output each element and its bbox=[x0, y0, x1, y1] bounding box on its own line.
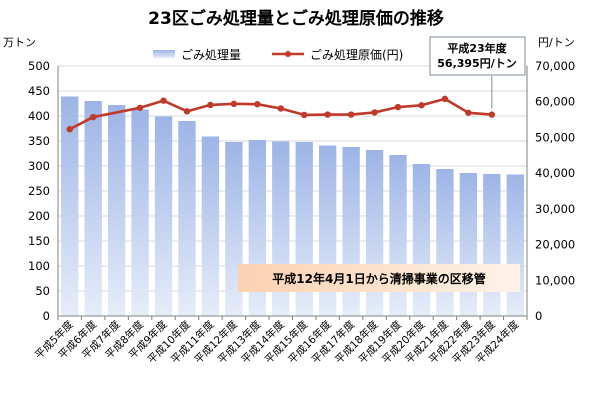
chart-title: 23区ごみ処理量とごみ処理原価の推移 bbox=[148, 8, 444, 29]
cost-point bbox=[371, 109, 378, 116]
bar bbox=[201, 136, 220, 316]
cost-point bbox=[89, 113, 97, 121]
left-tick-label: 450 bbox=[28, 84, 50, 98]
legend-swatch-cost-marker bbox=[285, 51, 291, 57]
cost-line bbox=[69, 97, 492, 131]
right-tick-label: 70,000 bbox=[535, 59, 575, 73]
cost-point bbox=[441, 95, 449, 103]
cost-point bbox=[230, 100, 238, 108]
bar bbox=[61, 96, 79, 316]
left-tick-label: 100 bbox=[28, 259, 50, 273]
cost-point bbox=[488, 111, 496, 118]
legend-swatch-waste-volume bbox=[153, 50, 175, 58]
bar bbox=[107, 105, 126, 316]
cost-point bbox=[66, 126, 73, 133]
right-tick-label: 50,000 bbox=[535, 130, 575, 144]
callout: 平成23年度 56,395円/トン bbox=[429, 36, 526, 109]
legend-label-cost: ごみ処理原価(円) bbox=[310, 47, 403, 62]
bar bbox=[84, 101, 102, 316]
left-tick-label: 300 bbox=[28, 159, 50, 173]
bar bbox=[178, 121, 196, 316]
left-axis-unit: 万トン bbox=[3, 36, 36, 49]
cost-point bbox=[136, 104, 144, 111]
right-tick-label: 20,000 bbox=[535, 238, 575, 252]
callout-line2: 56,395円/トン bbox=[437, 57, 516, 70]
bar bbox=[436, 169, 454, 316]
right-tick-label: 10,000 bbox=[535, 273, 575, 287]
cost-point bbox=[465, 109, 472, 116]
right-tick-label: 40,000 bbox=[535, 166, 575, 180]
left-tick-label: 150 bbox=[28, 234, 50, 248]
cost-point bbox=[183, 108, 191, 115]
cost-point bbox=[324, 111, 331, 118]
cost-point bbox=[277, 105, 284, 112]
cost-point bbox=[418, 102, 425, 109]
cost-point bbox=[347, 111, 355, 118]
annotation: 平成12年4月1日から清掃事業の区移管 bbox=[238, 264, 520, 292]
bar bbox=[154, 116, 173, 316]
callout-box bbox=[429, 36, 526, 76]
cost-point bbox=[394, 103, 402, 111]
right-axis-unit: 円/トン bbox=[538, 36, 575, 49]
gridlines bbox=[58, 65, 527, 292]
bar bbox=[506, 174, 524, 316]
legend: ごみ処理量 ごみ処理原価(円) bbox=[153, 47, 403, 62]
callout-line1: 平成23年度 bbox=[447, 41, 507, 55]
left-tick-label: 50 bbox=[35, 284, 50, 298]
left-tick-label: 250 bbox=[28, 184, 50, 198]
right-tick-label: 0 bbox=[535, 309, 542, 323]
cost-point bbox=[254, 101, 261, 108]
cost-point bbox=[207, 101, 214, 109]
bar bbox=[459, 173, 478, 316]
cost-line-series bbox=[66, 95, 496, 133]
left-tick-label: 350 bbox=[28, 134, 50, 148]
annotation-text: 平成12年4月1日から清掃事業の区移管 bbox=[272, 271, 485, 286]
legend-label-waste-volume: ごみ処理量 bbox=[181, 47, 241, 62]
cost-point bbox=[160, 97, 167, 104]
left-tick-label: 0 bbox=[43, 309, 50, 323]
right-tick-label: 60,000 bbox=[535, 95, 575, 109]
bar bbox=[131, 109, 149, 316]
bar bbox=[412, 164, 431, 316]
left-tick-label: 400 bbox=[28, 109, 50, 123]
cost-point bbox=[301, 111, 308, 119]
bar bbox=[483, 174, 501, 316]
annotation-box bbox=[238, 264, 520, 292]
right-tick-label: 30,000 bbox=[535, 202, 575, 216]
left-tick-label: 200 bbox=[28, 209, 50, 223]
left-tick-label: 500 bbox=[28, 59, 50, 73]
